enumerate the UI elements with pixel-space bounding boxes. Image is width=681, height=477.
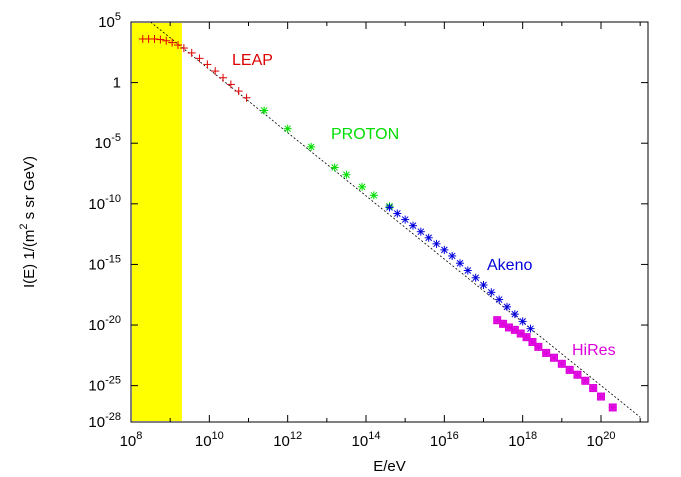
data-point xyxy=(526,324,535,333)
shaded-region xyxy=(132,23,182,421)
series-label-akeno: Akeno xyxy=(487,257,532,274)
data-point xyxy=(495,295,504,304)
x-tick-label: 1020 xyxy=(587,430,616,450)
y-tick-label: 105 xyxy=(98,11,121,31)
data-point xyxy=(307,142,316,151)
data-point xyxy=(416,227,425,236)
data-point xyxy=(342,170,351,179)
data-point xyxy=(203,60,212,69)
data-point xyxy=(401,215,410,224)
data-point xyxy=(260,106,269,115)
x-tick-label: 108 xyxy=(120,430,143,450)
x-tick-label: 1016 xyxy=(430,430,459,450)
data-point xyxy=(369,191,378,200)
data-point xyxy=(534,342,543,351)
data-point xyxy=(518,317,527,326)
data-point xyxy=(503,302,511,311)
y-tick-label: 10-20 xyxy=(88,314,121,334)
data-point xyxy=(219,73,228,82)
plot-frame xyxy=(130,21,649,423)
data-point xyxy=(510,310,519,319)
data-point xyxy=(211,67,220,76)
data-point xyxy=(471,273,480,282)
data-point xyxy=(150,34,159,43)
y-tick-label: 10-28 xyxy=(88,411,121,431)
series-label-leap: LEAP xyxy=(232,52,273,69)
data-point xyxy=(195,54,204,63)
y-tick-label: 10-10 xyxy=(88,193,121,213)
data-point xyxy=(168,38,177,47)
data-point xyxy=(522,333,531,342)
data-point xyxy=(234,87,243,96)
data-point xyxy=(573,370,582,379)
data-point xyxy=(393,209,402,218)
axis-ticks-layer xyxy=(130,21,648,423)
data-point xyxy=(156,35,165,44)
x-tick-label: 1012 xyxy=(273,430,302,450)
x-axis-title: E/eV xyxy=(373,458,406,475)
data-point xyxy=(581,376,590,385)
data-point xyxy=(409,221,417,230)
y-tick-label: 1 xyxy=(113,75,121,92)
data-point xyxy=(187,48,196,57)
data-points-layer xyxy=(138,34,617,412)
data-point xyxy=(174,41,182,50)
data-point xyxy=(242,93,251,102)
data-point xyxy=(358,182,367,191)
data-point xyxy=(162,36,171,45)
shaded-region-layer xyxy=(132,23,182,421)
series-label-proton: PROTON xyxy=(331,126,399,143)
data-point xyxy=(463,266,472,275)
data-point xyxy=(487,288,496,297)
data-point xyxy=(608,403,617,412)
data-point xyxy=(456,259,464,268)
series-label-hires: HiRes xyxy=(572,342,616,359)
data-point xyxy=(440,245,449,254)
data-point xyxy=(597,392,605,401)
data-point xyxy=(542,348,551,357)
data-point xyxy=(283,124,292,133)
data-point xyxy=(589,384,598,393)
y-tick-label: 10-15 xyxy=(88,253,121,273)
data-point xyxy=(179,44,188,53)
data-point xyxy=(557,359,566,368)
tick-labels-layer: 108 1010 1012 1014 1016 1018 1020 105 1 10-5 10-10… xyxy=(88,11,615,450)
fit-line-layer xyxy=(150,21,641,418)
y-axis-title: I(E) 1/(m2 s sr GeV) xyxy=(18,156,38,288)
x-tick-label: 1014 xyxy=(352,430,381,450)
x-tick-label: 1018 xyxy=(508,430,537,450)
y-tick-label: 10-25 xyxy=(88,375,121,395)
data-point xyxy=(479,281,488,290)
data-point xyxy=(550,353,558,362)
data-point xyxy=(226,80,235,89)
data-point xyxy=(330,163,339,172)
y-tick-label: 10-5 xyxy=(95,132,121,152)
data-point xyxy=(448,251,457,260)
fit-line xyxy=(150,21,641,418)
data-point xyxy=(432,239,441,248)
data-point xyxy=(528,338,537,346)
x-tick-label: 1010 xyxy=(195,430,224,450)
data-point xyxy=(385,203,394,212)
data-point xyxy=(424,233,433,242)
data-point xyxy=(565,365,574,374)
